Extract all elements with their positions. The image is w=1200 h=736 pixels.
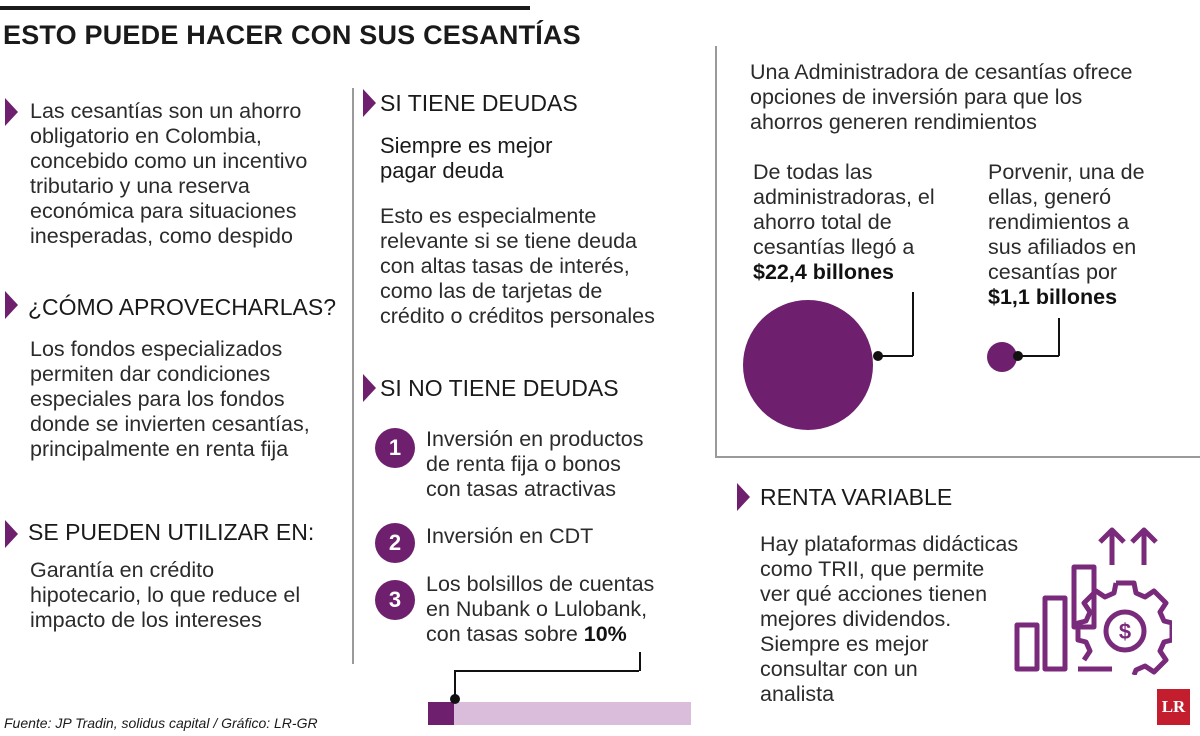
nodebt-heading: SI NO TIENE DEUDAS: [380, 375, 619, 401]
divider-right-bottom: [715, 456, 1200, 458]
rate-leader-line: [639, 652, 641, 671]
step-number-2: 2: [375, 523, 415, 563]
rate-bar-track: [428, 702, 691, 725]
use-text: Garantía en crédito hipotecario, lo que …: [30, 558, 301, 632]
step-text-3: Los bolsillos de cuentas en Nubank o Lul…: [426, 572, 655, 646]
use-heading: SE PUEDEN UTILIZAR EN:: [28, 519, 315, 545]
step-number-1: 1: [375, 428, 415, 468]
intro-text: Las cesantías son un ahorro obligatorio …: [30, 99, 308, 248]
bullet-triangle-icon: [737, 483, 750, 511]
total-leader-line: [878, 355, 913, 357]
porvenir-leader-line: [1017, 355, 1059, 357]
rate-bar-fill: [428, 702, 454, 725]
how-text: Los fondos especializados permiten dar c…: [30, 337, 310, 461]
total-leader-line: [912, 292, 914, 356]
svg-text:$: $: [1119, 619, 1131, 644]
total-leader-dot: [873, 351, 883, 361]
debt-text: Esto es especialmente relevante si se ti…: [380, 204, 655, 328]
porvenir-leader-dot: [1013, 351, 1023, 361]
lr-logo: LR: [1157, 689, 1190, 725]
porvenir-returns-circle: [987, 342, 1017, 372]
rate-leader-line: [454, 670, 456, 698]
debt-heading: SI TIENE DEUDAS: [380, 90, 578, 116]
variable-heading: RENTA VARIABLE: [760, 484, 953, 510]
source-credit: Fuente: JP Tradin, solidus capital / Grá…: [4, 715, 318, 731]
right-intro-text: Una Administradora de cesantías ofrece o…: [750, 60, 1133, 134]
bullet-triangle-icon: [363, 374, 376, 402]
variable-text: Hay plataformas didácticas como TRII, qu…: [760, 532, 1019, 706]
bullet-triangle-icon: [5, 520, 18, 548]
total-text: De todas las administradoras, el ahorro …: [753, 160, 935, 284]
debt-subheading: Siempre es mejor pagar deuda: [380, 133, 553, 183]
total-savings-circle: [743, 300, 873, 430]
page-title: ESTO PUEDE HACER CON SUS CESANTÍAS: [3, 20, 581, 50]
investment-growth-icon: $: [1014, 527, 1172, 675]
bullet-triangle-icon: [5, 291, 18, 319]
rate-leader-dot: [450, 694, 460, 704]
step-number-3: 3: [375, 580, 415, 620]
rate-leader-line: [454, 670, 639, 672]
divider-right: [715, 46, 717, 456]
step-text-2: Inversión en CDT: [426, 524, 594, 548]
bullet-triangle-icon: [363, 89, 376, 117]
title-rule: [0, 6, 530, 10]
porvenir-text: Porvenir, una de ellas, generó rendimien…: [988, 160, 1145, 309]
step-text-1: Inversión en productos de renta fija o b…: [426, 427, 644, 501]
porvenir-leader-line: [1058, 318, 1060, 356]
bullet-triangle-icon: [5, 98, 18, 126]
divider-left: [352, 88, 354, 664]
how-heading: ¿CÓMO APROVECHARLAS?: [28, 294, 337, 320]
